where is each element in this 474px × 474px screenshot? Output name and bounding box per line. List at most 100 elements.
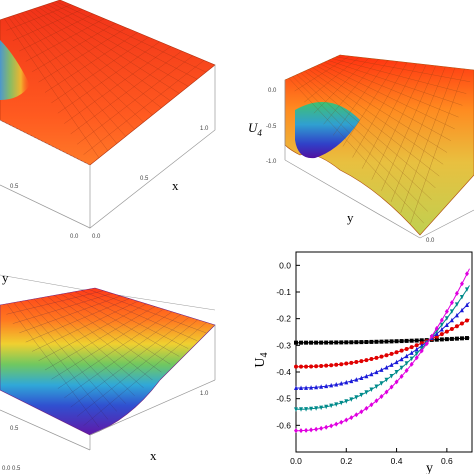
data-point (394, 350, 399, 355)
data-point (364, 390, 369, 395)
mesh-line (51, 36, 149, 104)
z-tick-label: 0.0 (268, 88, 277, 94)
surface-plot-top-right: 0.0 -0.5 -1.0 U4 y 0.0 (248, 54, 474, 244)
data-point (459, 281, 464, 287)
data-point (339, 400, 344, 406)
surface-plot-bottom-left: y x 0.5 1.0 0.0 0.5 (0, 270, 216, 472)
mesh-line (328, 60, 463, 106)
data-point (349, 360, 354, 365)
data-point (294, 428, 298, 434)
data-point (444, 322, 449, 327)
data-point (324, 404, 329, 410)
data-point (414, 355, 419, 361)
data-point (464, 336, 469, 341)
data-point (409, 350, 414, 355)
tick-label: 0.0 (426, 238, 435, 244)
data-point (354, 340, 359, 345)
data-point (434, 325, 439, 331)
mesh-line (44, 306, 156, 371)
data-point (359, 375, 364, 380)
data-point (399, 365, 404, 371)
box-edge (89, 65, 216, 229)
mesh-line (324, 61, 459, 118)
data-point (454, 324, 459, 329)
data-point (444, 337, 449, 342)
data-point (354, 377, 359, 382)
data-point (324, 383, 329, 389)
data-point (404, 338, 409, 343)
data-point (314, 384, 319, 390)
surface-plot-top-left: 1.0 0.5 0.0 0.5 0.0 x (0, 0, 216, 240)
data-point (359, 392, 364, 398)
data-point (334, 340, 339, 345)
data-point (439, 322, 444, 328)
data-point (384, 389, 389, 395)
data-point (459, 321, 464, 326)
tick-label: 0.0 (70, 234, 79, 240)
data-point (299, 407, 304, 412)
data-point (449, 300, 454, 306)
data-point (304, 385, 309, 390)
data-point (304, 340, 309, 345)
box-edge (89, 379, 216, 436)
data-point (354, 412, 359, 418)
data-point (359, 359, 364, 364)
mesh-line (67, 292, 180, 357)
data-point (319, 340, 324, 345)
data-point (379, 339, 384, 344)
data-point (349, 340, 354, 345)
data-point (444, 329, 449, 334)
data-point (324, 363, 329, 368)
data-point (314, 364, 319, 369)
mesh-line (316, 65, 451, 141)
surface-well (295, 102, 360, 159)
data-point (369, 371, 374, 377)
box-edge (419, 209, 474, 239)
data-point (459, 294, 464, 300)
data-point (324, 424, 329, 430)
data-point (354, 359, 359, 364)
data-point (449, 327, 454, 332)
data-point (344, 417, 349, 423)
data-point (299, 385, 304, 390)
surface-mesh (0, 287, 216, 436)
data-point (419, 341, 424, 346)
data-point (344, 399, 349, 404)
mesh-line (42, 5, 180, 94)
data-point (399, 339, 404, 344)
data-point (459, 307, 464, 313)
data-point (334, 382, 339, 387)
data-point (359, 340, 364, 345)
data-point (339, 419, 344, 425)
data-point (454, 336, 459, 341)
data-point (449, 317, 454, 323)
mesh-line (83, 322, 207, 426)
data-point (374, 384, 379, 389)
mesh-line (70, 316, 190, 408)
x-tick-label: 0.2 (340, 456, 352, 466)
y-tick-label: -0.1 (276, 287, 291, 297)
data-point (389, 339, 394, 344)
data-point (369, 387, 374, 393)
mesh-line (88, 289, 207, 334)
data-point (349, 378, 354, 384)
mesh-line (51, 2, 198, 80)
mesh-line (64, 314, 181, 398)
data-point (364, 358, 369, 363)
data-point (374, 369, 379, 375)
line-chart-u4: 0.0 -0.1 -0.2 -0.3 -0.4 -0.5 -0.6 0.0 0.2 0.4 0.6… (253, 251, 473, 474)
mesh-line (77, 55, 193, 145)
data-point (299, 428, 304, 434)
data-point (399, 356, 404, 362)
data-point (394, 370, 399, 375)
data-point (339, 340, 344, 345)
data-point (379, 354, 384, 359)
x-tick-label: 0.4 (391, 456, 403, 466)
data-point (444, 316, 449, 321)
data-point (399, 348, 404, 353)
data-point (374, 398, 379, 404)
mesh-line (320, 63, 455, 130)
mesh-line (81, 290, 198, 341)
mesh-line (44, 32, 138, 93)
data-point (464, 287, 469, 292)
